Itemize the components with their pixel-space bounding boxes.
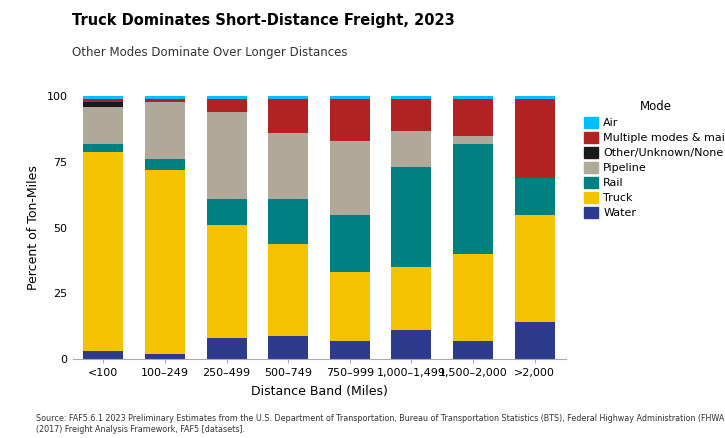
Bar [330,96,370,99]
Bar [515,215,555,322]
Bar [145,99,185,102]
Bar [207,96,246,99]
Bar [330,215,370,272]
Bar [515,96,555,99]
Bar [392,96,431,99]
Bar [392,131,431,167]
Bar [453,144,493,254]
Bar [83,107,123,144]
Bar [515,178,555,215]
Text: Source: FAF5.6.1 2023 Preliminary Estimates from the U.S. Department of Transpor: Source: FAF5.6.1 2023 Preliminary Estima… [36,414,725,434]
Bar [453,341,493,359]
Bar [268,133,308,199]
Bar [392,267,431,330]
Bar [145,354,185,359]
Bar [207,338,246,359]
Bar [453,96,493,99]
Bar [515,99,555,178]
Bar [145,96,185,99]
Bar [207,199,246,225]
Bar [330,99,370,141]
Bar [392,167,431,267]
Bar [145,170,185,354]
Text: Truck Dominates Short-Distance Freight, 2023: Truck Dominates Short-Distance Freight, … [72,13,455,28]
Bar [83,102,123,107]
Bar [268,96,308,99]
Bar [330,341,370,359]
Bar [207,225,246,338]
Legend: Air, Multiple modes & mail, Other/Unknown/None, Pipeline, Rail, Truck, Water: Air, Multiple modes & mail, Other/Unknow… [581,97,725,221]
Bar [83,351,123,359]
Bar [207,112,246,199]
Text: Other Modes Dominate Over Longer Distances: Other Modes Dominate Over Longer Distanc… [72,46,348,59]
Bar [83,144,123,152]
Bar [83,152,123,351]
Bar [145,159,185,170]
Bar [392,330,431,359]
Bar [515,322,555,359]
Bar [207,99,246,112]
Bar [392,99,431,131]
Bar [83,96,123,99]
Bar [83,99,123,102]
Bar [330,141,370,215]
Bar [145,102,185,159]
Bar [268,99,308,133]
Bar [268,199,308,244]
Bar [268,244,308,336]
X-axis label: Distance Band (Miles): Distance Band (Miles) [251,385,387,398]
Bar [330,272,370,341]
Bar [268,336,308,359]
Y-axis label: Percent of Ton-Miles: Percent of Ton-Miles [27,165,40,290]
Bar [453,136,493,144]
Bar [453,99,493,136]
Bar [453,254,493,341]
